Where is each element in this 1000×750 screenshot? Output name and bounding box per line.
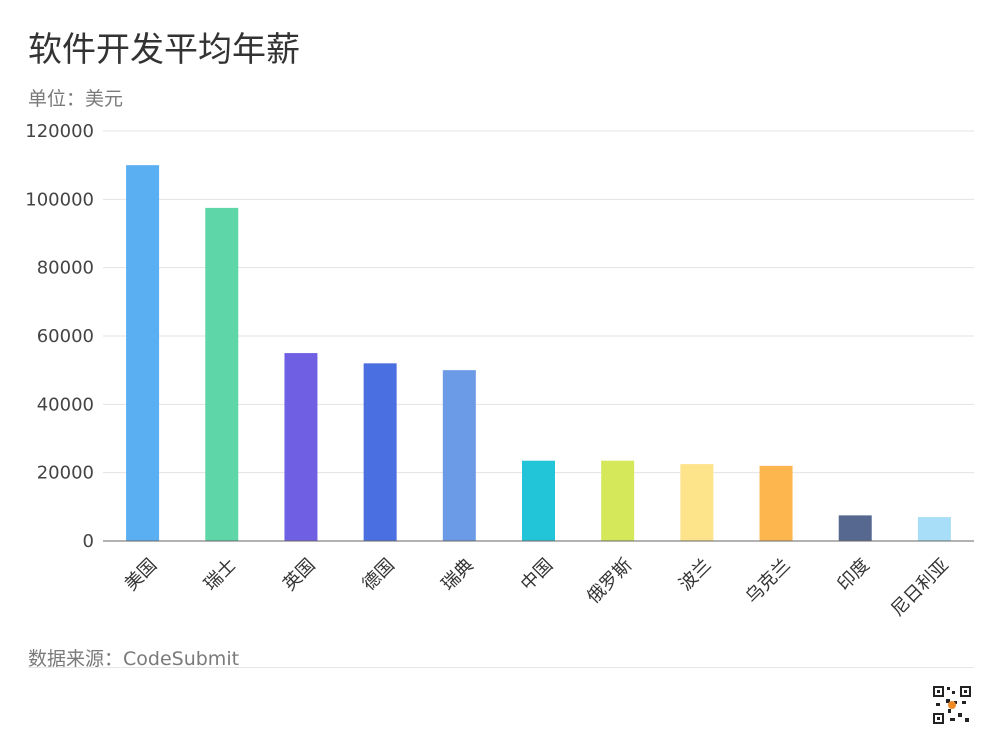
- bar: [363, 363, 397, 541]
- chart-title: 软件开发平均年薪: [28, 30, 300, 70]
- bar: [759, 465, 793, 541]
- x-category-label: 瑞士: [200, 555, 240, 595]
- bar-chart: 0 20000 40000 60000 80000 100000 120000 美国 瑞士 英国…: [25, 121, 974, 621]
- x-axis-categories: 美国 瑞士 英国 德国 瑞典 中国 俄罗斯 波兰 乌克兰 印度 尼日利亚: [121, 555, 953, 621]
- x-category-label: 印度: [834, 555, 874, 595]
- footer-divider: [28, 667, 974, 668]
- y-tick-label: 20000: [37, 463, 94, 484]
- x-category-label: 英国: [279, 555, 319, 595]
- bar: [522, 460, 555, 541]
- bar: [442, 370, 476, 541]
- bar: [205, 207, 239, 541]
- x-category-label: 中国: [517, 555, 557, 595]
- x-category-label: 乌克兰: [742, 555, 795, 608]
- bar: [680, 464, 714, 541]
- x-category-label: 波兰: [675, 555, 715, 595]
- x-category-label: 美国: [121, 555, 161, 595]
- qr-code-icon[interactable]: [932, 685, 972, 725]
- data-source: 数据来源：CodeSubmit: [28, 648, 240, 670]
- bar: [601, 460, 635, 541]
- bar: [917, 517, 951, 541]
- x-category-label: 尼日利亚: [887, 555, 953, 621]
- y-tick-label: 40000: [37, 394, 94, 415]
- bar: [126, 165, 160, 541]
- y-tick-label: 60000: [37, 326, 94, 347]
- bar: [284, 353, 318, 541]
- y-tick-label: 0: [83, 531, 94, 552]
- y-tick-label: 100000: [25, 189, 94, 210]
- bars: [126, 165, 951, 541]
- grid-lines: [103, 130, 974, 474]
- y-axis-ticks: 0 20000 40000 60000 80000 100000 120000: [25, 121, 94, 552]
- y-tick-label: 80000: [37, 258, 94, 279]
- x-category-label: 俄罗斯: [583, 555, 636, 608]
- y-tick-label: 120000: [25, 121, 94, 142]
- chart-unit: 单位：美元: [28, 88, 124, 110]
- x-category-label: 德国: [358, 555, 398, 595]
- x-category-label: 瑞典: [438, 555, 478, 595]
- bar: [838, 515, 872, 541]
